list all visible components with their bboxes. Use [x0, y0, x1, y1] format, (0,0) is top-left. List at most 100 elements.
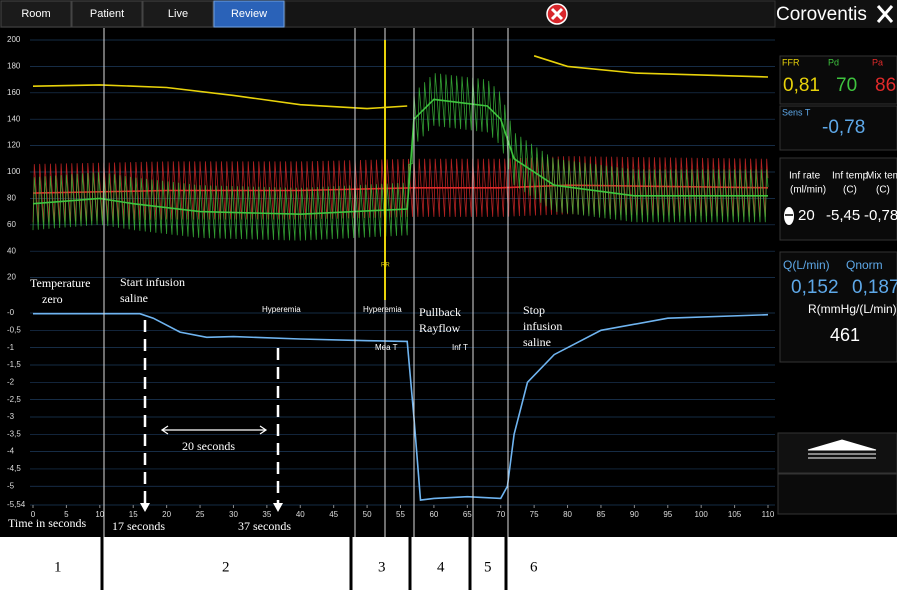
y-tick-label: 60 — [7, 220, 16, 229]
phase-labels: 1 2 3 4 5 6 — [54, 559, 538, 575]
annotation: RR — [381, 263, 390, 269]
tab[interactable] — [0, 0, 72, 28]
annotation: 37 seconds — [238, 519, 291, 533]
collapse-icon — [807, 439, 877, 459]
tab-active[interactable] — [213, 0, 285, 28]
y-tick-label: -4 — [7, 447, 15, 456]
brand: Coroventis — [776, 4, 867, 25]
inf-temp-value: -5,45 — [826, 207, 860, 224]
pd-value: 70 — [836, 75, 857, 96]
x-tick-label: 30 — [229, 510, 238, 519]
annotation: Temperature — [30, 276, 90, 290]
x-tick-label: 60 — [429, 510, 438, 519]
phase-strip — [0, 537, 897, 590]
x-tick-label: 70 — [496, 510, 505, 519]
label: Inf rate — [789, 171, 821, 182]
phase-number: 4 — [437, 559, 445, 575]
tab[interactable] — [71, 0, 143, 28]
label: Mix temp — [866, 171, 897, 182]
series-line — [33, 312, 769, 501]
x-tick-label: 80 — [563, 510, 572, 519]
q-value: 0,152 — [791, 277, 839, 298]
label: Sens T — [782, 107, 811, 117]
x-tick-label: 35 — [262, 510, 271, 519]
stepper[interactable] — [784, 207, 794, 225]
annotation: Hyperemia — [363, 305, 402, 314]
y-tick-label: 40 — [7, 246, 16, 255]
span-arrow — [160, 425, 268, 435]
series-line — [32, 55, 769, 110]
y-tick-label: -0 — [7, 308, 15, 317]
y-tick-label: 20 — [7, 273, 16, 282]
label: Inf temp — [832, 171, 869, 182]
panel-button[interactable] — [777, 473, 897, 515]
x-tick-label: 105 — [728, 510, 742, 519]
y-tick-label: -4,5 — [7, 464, 21, 473]
arrow-head — [273, 503, 283, 512]
y-tick-label: 100 — [7, 167, 21, 176]
y-tick-label: 80 — [7, 194, 16, 203]
phase-dividers — [100, 537, 508, 590]
tab-label: Live — [168, 8, 188, 20]
label: (C) — [876, 185, 890, 196]
label: R(mmHg/(L/min)) — [808, 302, 897, 316]
phase-number: 2 — [222, 559, 230, 575]
y-tick-label: -1,5 — [7, 360, 21, 369]
x-tick-label: 40 — [296, 510, 305, 519]
x-tick-label: 25 — [196, 510, 205, 519]
phase-number: 3 — [378, 559, 386, 575]
tools-icon[interactable] — [876, 5, 894, 23]
collapse-button[interactable] — [777, 432, 897, 474]
side-panel: FFR Pd Pa 0,81 70 86 Sens T -0,78 Inf ra… — [777, 30, 897, 515]
y-tick-label: 180 — [7, 62, 21, 71]
x-tick-label: 95 — [663, 510, 672, 519]
phase-number: 1 — [54, 559, 62, 575]
qnorm-value: 0,187 — [852, 277, 897, 298]
y-tick-label: 140 — [7, 114, 21, 123]
x-tick-label: 15 — [129, 510, 138, 519]
y-tick-label: -5 — [7, 481, 15, 490]
tab-label: Review — [231, 8, 267, 20]
pulse-wave — [32, 73, 769, 241]
sens-value: -0,78 — [822, 117, 865, 138]
y-tick-label: 160 — [7, 88, 21, 97]
mix-temp-value: -0,78 — [864, 207, 897, 224]
x-tick-label: 65 — [463, 510, 472, 519]
annotation: infusion — [523, 319, 562, 333]
label: Qnorm — [846, 258, 883, 272]
annotation: 17 seconds — [112, 519, 165, 533]
y-tick-label: -5,54 — [7, 500, 26, 509]
pulse-wave — [32, 156, 769, 223]
annotation: Start infusion — [120, 275, 185, 289]
phase-number: 5 — [484, 559, 492, 575]
annotation: Inf T — [452, 343, 468, 352]
annotation: Pullback — [419, 305, 461, 319]
arrow-head — [140, 503, 150, 512]
tab-label: Room — [21, 8, 50, 20]
phase-lines — [103, 28, 509, 537]
top-bar-blank — [284, 0, 776, 28]
x-tick-label: 0 — [31, 510, 36, 519]
x-tick-label: 45 — [329, 510, 338, 519]
x-tick-label: 20 — [162, 510, 171, 519]
x-tick-label: 110 — [762, 510, 775, 519]
x-tick-label: 50 — [363, 510, 372, 519]
label: (ml/min) — [790, 185, 826, 196]
y-tick-label: -2 — [7, 377, 15, 386]
annotation: saline — [523, 335, 551, 349]
close-icon — [550, 7, 564, 21]
y-tick-label: -1 — [7, 343, 15, 352]
tab[interactable] — [142, 0, 214, 28]
annotation: Mea T — [375, 343, 398, 352]
plot-area: 20406080100120140160180200-0-0,5-1-1,5-2… — [7, 35, 775, 519]
y-tick-label: -3 — [7, 412, 15, 421]
y-tick-label: -0,5 — [7, 325, 21, 334]
x-tick-label: 10 — [95, 510, 104, 519]
phase-number: 6 — [530, 559, 538, 575]
x-tick-label: 75 — [530, 510, 539, 519]
flow-box — [779, 251, 897, 363]
annotation: zero — [42, 292, 63, 306]
